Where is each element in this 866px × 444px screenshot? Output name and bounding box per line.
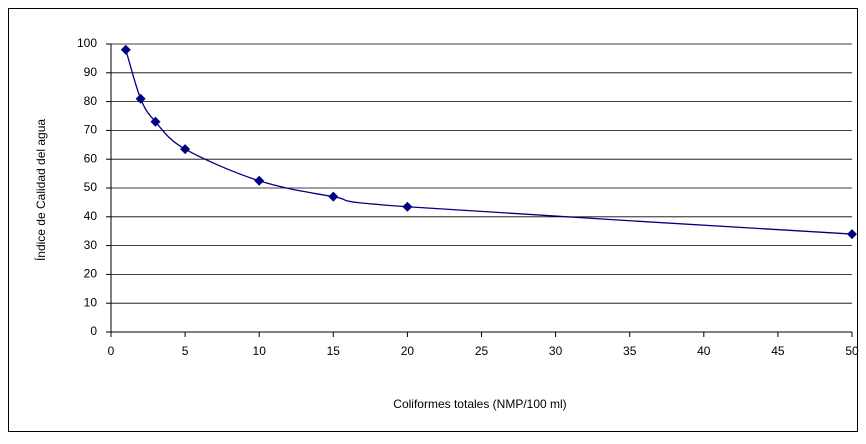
series-line	[125, 49, 853, 235]
x-axis-label: Coliformes totales (NMP/100 ml)	[393, 397, 566, 411]
y-tick-label: 100	[77, 36, 97, 50]
x-tick-label: 30	[549, 344, 563, 358]
data-point	[847, 229, 857, 240]
data-point	[135, 93, 146, 104]
data-point	[180, 144, 191, 155]
y-tick-label: 60	[84, 151, 98, 165]
data-point	[254, 175, 265, 186]
x-tick-label: 20	[401, 344, 415, 358]
x-tick-label: 50	[845, 344, 859, 358]
x-tick-label: 25	[475, 344, 489, 358]
data-point	[120, 44, 131, 55]
x-tick-label: 5	[182, 344, 189, 358]
y-tick-label: 80	[84, 94, 98, 108]
y-tick-label: 30	[84, 238, 98, 252]
data-point	[402, 201, 413, 212]
x-tick-label: 0	[108, 344, 115, 358]
x-tick-label: 45	[771, 344, 785, 358]
x-tick-label: 40	[697, 344, 711, 358]
data-point	[150, 116, 161, 127]
y-axis-label: Índice de Calidad del agua	[33, 119, 48, 261]
y-tick-label: 90	[84, 65, 98, 79]
y-tick-label: 20	[84, 267, 98, 281]
y-tick-label: 70	[84, 123, 98, 137]
x-tick-label: 15	[327, 344, 341, 358]
y-tick-label: 50	[84, 180, 98, 194]
y-tick-label: 10	[84, 295, 98, 309]
x-tick-label: 35	[623, 344, 637, 358]
chart-border	[8, 8, 858, 432]
x-tick-label: 10	[253, 344, 267, 358]
y-tick-label: 40	[84, 209, 98, 223]
data-point	[328, 191, 339, 202]
y-tick-label: 0	[90, 324, 97, 338]
